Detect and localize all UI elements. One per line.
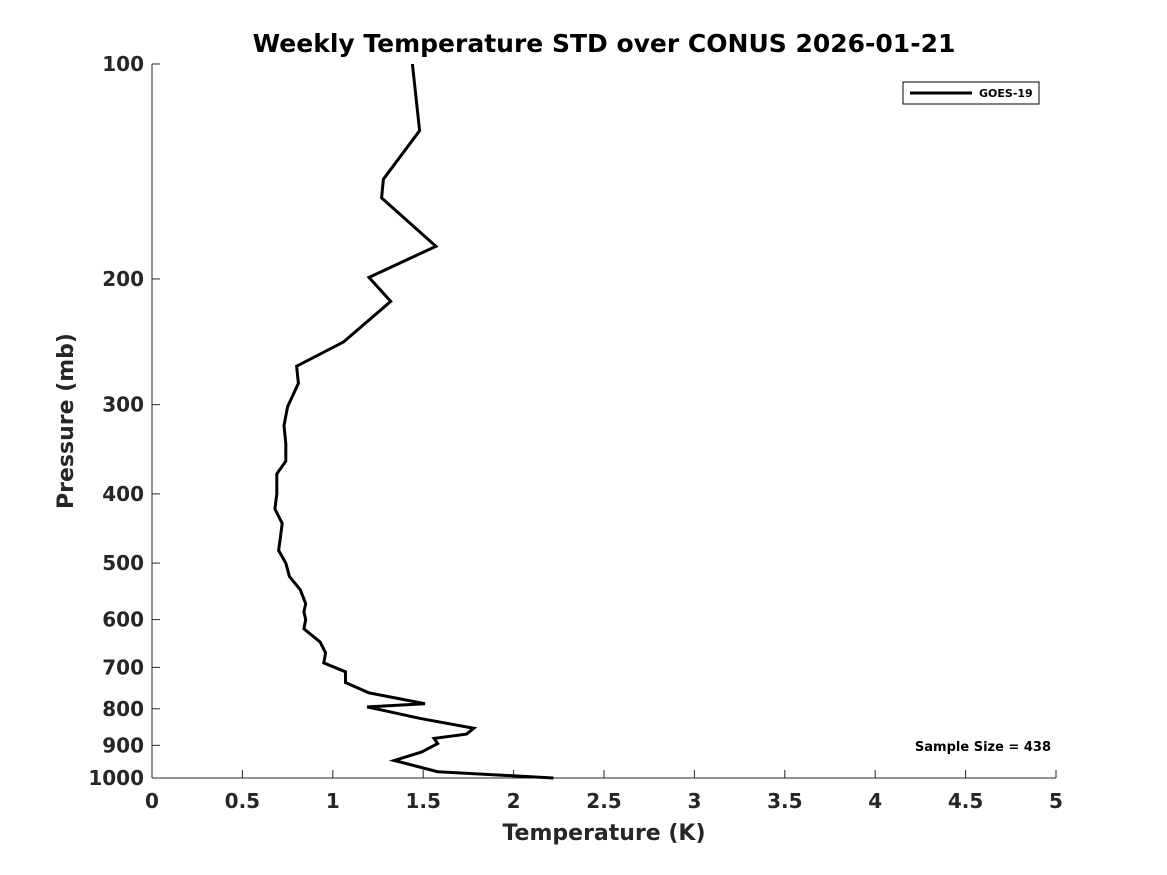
series-layer bbox=[273, 63, 554, 780]
y-tick-label: 500 bbox=[102, 551, 144, 575]
y-tick-label: 400 bbox=[102, 482, 144, 506]
legend: GOES-19 bbox=[902, 81, 1040, 105]
y-tick-label: 800 bbox=[102, 697, 144, 721]
y-tick-label: 1000 bbox=[88, 766, 144, 790]
x-tick-label: 0.5 bbox=[225, 789, 260, 813]
x-tick-label: 3 bbox=[687, 789, 701, 813]
y-axis: 100 200 300 400 500 600 700 800 900 1000 bbox=[88, 52, 160, 790]
x-tick-label: 1 bbox=[326, 789, 340, 813]
x-tick-label: 5 bbox=[1049, 789, 1063, 813]
sample-size-annotation: Sample Size = 438 bbox=[915, 740, 1051, 755]
y-tick-label: 900 bbox=[102, 733, 144, 757]
y-tick-label: 200 bbox=[102, 267, 144, 291]
y-axis-label: Pressure (mb) bbox=[54, 333, 79, 509]
legend-label-goes-19: GOES-19 bbox=[979, 87, 1033, 100]
x-tick-label: 4.5 bbox=[948, 789, 983, 813]
y-tick-label: 700 bbox=[102, 655, 144, 679]
x-tick-label: 1.5 bbox=[405, 789, 440, 813]
x-tick-label: 3.5 bbox=[767, 789, 802, 813]
x-tick-label: 4 bbox=[868, 789, 882, 813]
x-axis: 0 0.5 1 1.5 2 2.5 3 3.5 4 4.5 5 bbox=[145, 770, 1063, 813]
series-line-goes-19 bbox=[273, 63, 554, 780]
x-tick-label: 0 bbox=[145, 789, 159, 813]
y-tick-label: 300 bbox=[102, 393, 144, 417]
x-tick-label: 2 bbox=[507, 789, 521, 813]
chart-title: Weekly Temperature STD over CONUS 2026-0… bbox=[253, 29, 956, 58]
y-tick-label: 600 bbox=[102, 608, 144, 632]
x-axis-label: Temperature (K) bbox=[502, 821, 705, 846]
y-tick-label: 100 bbox=[102, 52, 144, 76]
x-tick-label: 2.5 bbox=[586, 789, 621, 813]
